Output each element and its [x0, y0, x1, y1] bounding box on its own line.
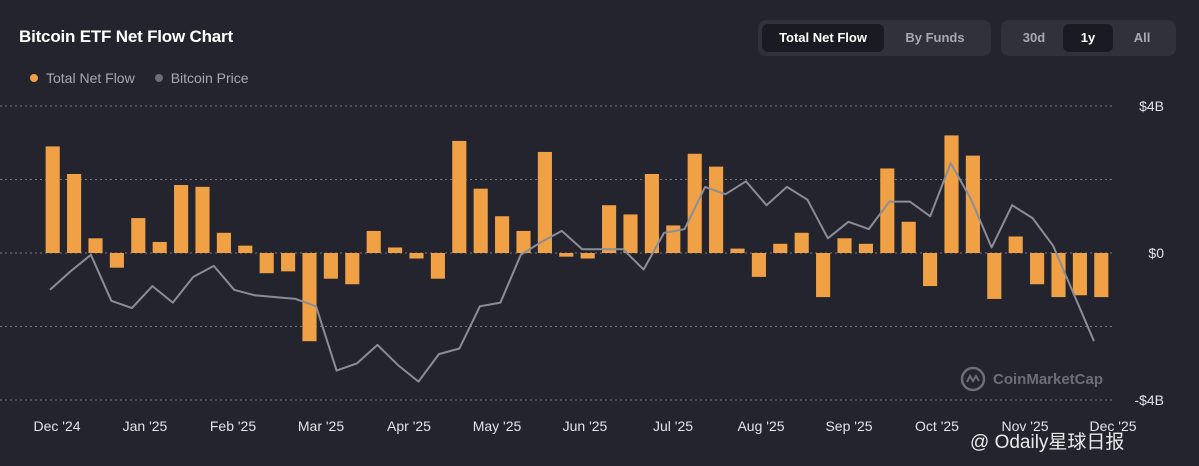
legend-price-label: Bitcoin Price: [170, 70, 249, 86]
legend-net-flow-label: Total Net Flow: [46, 70, 135, 86]
net-flow-bar: [388, 247, 403, 253]
legend-item-net-flow[interactable]: Total Net Flow: [30, 70, 135, 86]
x-tick-label: Jul '25: [653, 418, 693, 434]
net-flow-bar: [901, 221, 916, 253]
net-flow-bar: [45, 146, 60, 253]
net-flow-bar: [345, 253, 360, 285]
net-flow-bar: [858, 243, 873, 253]
x-tick-label: Jan '25: [123, 418, 168, 434]
x-tick-label: Nov '25: [1001, 418, 1048, 434]
net-flow-bar: [409, 253, 424, 259]
net-flow-bar: [944, 135, 959, 253]
chart-legend: Total Net Flow Bitcoin Price: [30, 70, 249, 86]
net-flow-bar: [602, 205, 617, 253]
net-flow-bar: [837, 238, 852, 253]
x-tick-label: Jun '25: [563, 418, 608, 434]
x-tick-label: May '25: [473, 418, 522, 434]
tab-range-all[interactable]: All: [1133, 30, 1151, 45]
x-tick-label: Aug '25: [737, 418, 784, 434]
x-tick-label: Oct '25: [915, 418, 959, 434]
net-flow-bar: [794, 232, 809, 253]
net-flow-dot-icon: [30, 74, 38, 82]
net-flow-bar: [281, 253, 296, 272]
net-flow-bar: [152, 241, 167, 253]
net-flow-bar: [366, 230, 381, 253]
net-flow-bar: [580, 253, 595, 259]
net-flow-bar: [537, 151, 552, 253]
tab-by-funds[interactable]: By Funds: [905, 30, 965, 45]
net-flow-bar: [880, 168, 895, 253]
net-flow-bar: [452, 140, 467, 253]
bitcoin-price-line: [49, 162, 1095, 383]
net-flow-bar: [495, 216, 510, 253]
x-tick-label: Feb '25: [210, 418, 256, 434]
net-flow-bar: [816, 253, 831, 298]
net-flow-bar: [67, 173, 82, 253]
source-tag-text: @ Odaily星球日报: [970, 432, 1125, 453]
net-flow-bar: [923, 253, 938, 287]
net-flow-bar: [1094, 253, 1109, 298]
tab-range-1y[interactable]: 1y: [1063, 24, 1113, 52]
source-tag: @ Odaily星球日报: [970, 427, 1124, 454]
net-flow-bar: [302, 253, 317, 342]
net-flow-bar: [687, 153, 702, 253]
net-flow-bar: [516, 230, 531, 253]
net-flow-bar: [174, 185, 189, 253]
net-flow-bar: [559, 253, 574, 257]
x-tick-label: Sep '25: [825, 418, 872, 434]
net-flow-bar: [1008, 236, 1023, 253]
watermark-text: CoinMarketCap: [993, 370, 1104, 388]
net-flow-bar: [216, 232, 231, 253]
net-flow-bar: [773, 243, 788, 253]
x-tick-label: Dec '24: [33, 418, 80, 434]
net-flow-bar: [1072, 253, 1087, 296]
net-flow-bar: [1030, 253, 1045, 285]
tab-total-net-flow[interactable]: Total Net Flow: [762, 24, 884, 52]
coinmarketcap-watermark: CoinMarketCap: [960, 366, 1103, 392]
y-tick-label: $0: [1148, 245, 1164, 261]
coinmarketcap-logo-icon: [960, 366, 986, 392]
price-dot-icon: [154, 74, 163, 82]
net-flow-bar: [623, 214, 638, 253]
net-flow-bar: [430, 253, 445, 279]
net-flow-bar: [1051, 253, 1066, 298]
net-flow-bar: [709, 166, 724, 253]
net-flow-bar: [473, 188, 488, 253]
net-flow-bar: [88, 238, 103, 253]
y-tick-label: $4B: [1139, 98, 1164, 114]
y-tick-label: -$4B: [1134, 392, 1164, 408]
net-flow-bar: [644, 173, 659, 253]
net-flow-bar: [987, 253, 1002, 299]
chart-title: Bitcoin ETF Net Flow Chart: [19, 27, 233, 46]
net-flow-bar: [259, 253, 274, 274]
x-tick-label: Apr '25: [387, 418, 431, 434]
x-tick-label: Dec '25: [1089, 418, 1136, 434]
tab-range-30d[interactable]: 30d: [1022, 30, 1046, 45]
net-flow-bar: [109, 253, 124, 268]
net-flow-bar: [751, 253, 766, 277]
range-toggle: 30d 1y All: [1001, 20, 1176, 56]
net-flow-bar: [238, 245, 253, 253]
legend-item-price[interactable]: Bitcoin Price: [154, 70, 249, 86]
net-flow-bar: [131, 218, 146, 253]
view-toggle: Total Net Flow By Funds: [758, 20, 991, 56]
net-flow-bar: [730, 248, 745, 253]
net-flow-bar: [195, 186, 210, 253]
net-flow-bar: [323, 253, 338, 279]
x-tick-label: Mar '25: [298, 418, 344, 434]
